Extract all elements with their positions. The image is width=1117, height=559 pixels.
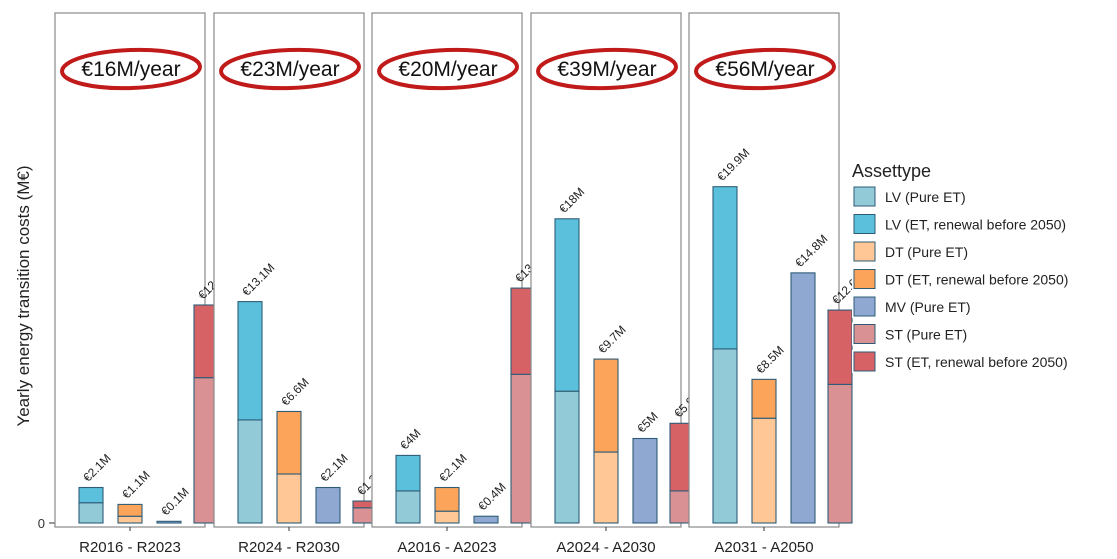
bar-segment [237, 419, 263, 524]
bar-segment [593, 451, 619, 524]
panel-title: A2016 - A2023 [397, 539, 496, 556]
bar-segment [712, 348, 738, 524]
bar-segment [593, 358, 619, 453]
panel-title: R2024 - R2030 [238, 539, 340, 556]
legend-item-label: LV (ET, renewal before 2050) [885, 217, 1066, 233]
panel-total-annotation: €23M/year [240, 58, 339, 81]
legend-swatch [853, 186, 876, 207]
bar-segment [78, 502, 104, 524]
legend-swatch [853, 241, 876, 262]
bar-segment [827, 383, 853, 524]
legend-item-label: DT (ET, renewal before 2050) [885, 272, 1068, 288]
panel-title: A2031 - A2050 [714, 539, 813, 556]
annotation-ellipse [377, 47, 519, 91]
legend-item-label: DT (Pure ET) [885, 244, 968, 260]
panel-title: R2016 - R2023 [79, 539, 181, 556]
legend-item-label: MV (Pure ET) [885, 299, 971, 315]
bar-segment [632, 437, 658, 524]
y-axis-label: Yearly energy transition costs (M€) [14, 165, 33, 426]
annotation-ellipse [219, 47, 361, 91]
legend-swatch [853, 351, 876, 372]
bar-segment [790, 272, 816, 524]
legend-swatch [853, 324, 876, 344]
bar-segment [554, 390, 580, 524]
bar-segment [156, 520, 182, 524]
panel: €4M€2.1M€0.4M€13.9MA2016 - A2023€20M/yea… [371, 12, 550, 556]
legend-swatch [853, 269, 876, 289]
bar-segment [554, 218, 580, 392]
panel: €2.1M€1.1M€0.1M€12.9MR2016 - R2023€16M/y… [54, 12, 233, 556]
annotation-ellipse [60, 47, 202, 91]
panel-total-annotation: €39M/year [557, 58, 656, 81]
y-tick-label: 0 [38, 516, 45, 531]
chart-panels: €2.1M€1.1M€0.1M€12.9MR2016 - R2023€16M/y… [54, 12, 867, 556]
legend-swatch [853, 214, 876, 234]
bar-segment [395, 454, 421, 492]
bar-segment [237, 301, 263, 421]
legend-item-label: ST (ET, renewal before 2050) [885, 354, 1068, 370]
panel-total-annotation: €56M/year [715, 58, 814, 81]
bar-segment [473, 515, 499, 524]
annotation-ellipse [536, 47, 678, 91]
legend-item-label: LV (Pure ET) [885, 189, 966, 205]
panel-frame [54, 12, 206, 528]
bar-segment [395, 490, 421, 524]
panel-title: A2024 - A2030 [556, 539, 655, 556]
bar-segment [751, 378, 777, 419]
bar-segment [117, 503, 143, 517]
bar-segment [434, 486, 460, 512]
legend-title: Assettype [852, 161, 931, 181]
bar-segment [434, 510, 460, 524]
y-axis: 0 [38, 516, 55, 531]
legend-item-label: ST (Pure ET) [885, 327, 967, 343]
panel-total-annotation: €20M/year [398, 58, 497, 81]
bar-segment [827, 309, 853, 385]
bar-segment [276, 473, 302, 524]
bar-segment [712, 186, 738, 350]
bar-segment [315, 486, 341, 524]
legend-swatch [853, 296, 876, 317]
annotation-ellipse [694, 47, 836, 91]
panel-frame [371, 12, 523, 528]
bar-segment [78, 486, 104, 504]
bar-segment [276, 410, 302, 475]
panel-total-annotation: €16M/year [81, 58, 180, 81]
legend: Assettype LV (Pure ET) LV (ET, renewal bef… [852, 161, 1068, 373]
bar-segment [117, 515, 143, 524]
bar-segment [751, 417, 777, 524]
